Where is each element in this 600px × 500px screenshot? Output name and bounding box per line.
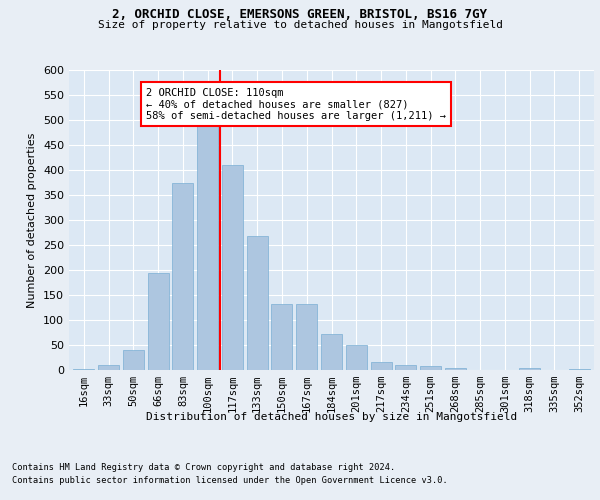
Text: Distribution of detached houses by size in Mangotsfield: Distribution of detached houses by size …	[146, 412, 517, 422]
Text: 2 ORCHID CLOSE: 110sqm
← 40% of detached houses are smaller (827)
58% of semi-de: 2 ORCHID CLOSE: 110sqm ← 40% of detached…	[146, 88, 446, 120]
Bar	[346, 345, 367, 370]
Text: Contains HM Land Registry data © Crown copyright and database right 2024.: Contains HM Land Registry data © Crown c…	[12, 462, 395, 471]
Bar	[222, 165, 243, 370]
Bar	[172, 182, 193, 370]
Bar	[569, 368, 590, 370]
Bar	[271, 304, 292, 370]
Bar	[445, 368, 466, 370]
Bar	[321, 334, 342, 370]
Text: 2, ORCHID CLOSE, EMERSONS GREEN, BRISTOL, BS16 7GY: 2, ORCHID CLOSE, EMERSONS GREEN, BRISTOL…	[113, 8, 487, 20]
Bar	[123, 350, 144, 370]
Bar	[371, 362, 392, 370]
Bar	[420, 366, 441, 370]
Bar	[247, 236, 268, 370]
Bar	[197, 125, 218, 370]
Bar	[395, 365, 416, 370]
Text: Size of property relative to detached houses in Mangotsfield: Size of property relative to detached ho…	[97, 20, 503, 30]
Bar	[519, 368, 540, 370]
Bar	[98, 365, 119, 370]
Bar	[148, 272, 169, 370]
Text: Contains public sector information licensed under the Open Government Licence v3: Contains public sector information licen…	[12, 476, 448, 485]
Y-axis label: Number of detached properties: Number of detached properties	[28, 132, 37, 308]
Bar	[73, 368, 94, 370]
Bar	[296, 304, 317, 370]
